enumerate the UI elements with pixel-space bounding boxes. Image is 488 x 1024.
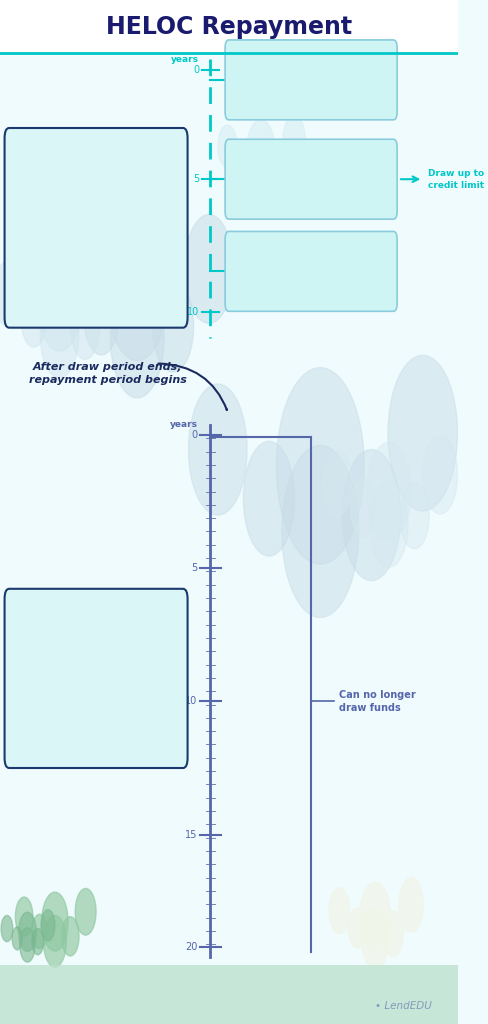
- FancyBboxPatch shape: [4, 589, 187, 768]
- Text: years: years: [169, 421, 197, 429]
- FancyArrowPatch shape: [158, 364, 226, 410]
- Circle shape: [83, 274, 119, 355]
- Text: years: years: [171, 55, 199, 63]
- Circle shape: [20, 928, 35, 963]
- Text: Can no longer
draw funds: Can no longer draw funds: [338, 690, 414, 713]
- Circle shape: [361, 909, 388, 970]
- Circle shape: [218, 125, 237, 168]
- Circle shape: [41, 909, 55, 941]
- Text: 5: 5: [192, 174, 199, 184]
- Circle shape: [369, 481, 407, 567]
- Text: 0: 0: [192, 65, 199, 75]
- Circle shape: [246, 120, 274, 183]
- Circle shape: [248, 145, 273, 201]
- Circle shape: [41, 892, 68, 951]
- Circle shape: [398, 878, 422, 932]
- Circle shape: [359, 882, 390, 951]
- Text: Emergency funds: Emergency funds: [265, 280, 356, 290]
- Text: 0: 0: [191, 430, 197, 440]
- Circle shape: [12, 927, 22, 950]
- Circle shape: [282, 116, 305, 166]
- Circle shape: [93, 247, 128, 325]
- Text: · Can no longer draw funds: · Can no longer draw funds: [18, 736, 149, 746]
- Circle shape: [0, 261, 23, 327]
- Circle shape: [267, 146, 286, 188]
- Circle shape: [276, 368, 364, 564]
- Circle shape: [43, 915, 66, 967]
- Text: 10: 10: [185, 696, 197, 707]
- Text: Education: Education: [285, 88, 336, 98]
- Circle shape: [32, 929, 43, 954]
- Circle shape: [38, 253, 81, 351]
- Text: 5: 5: [191, 563, 197, 573]
- Text: • LendEDU: • LendEDU: [374, 1000, 431, 1011]
- Text: 20: 20: [185, 942, 197, 952]
- Circle shape: [188, 384, 246, 515]
- Circle shape: [328, 888, 349, 934]
- Circle shape: [281, 445, 358, 617]
- Text: · Fixed or variable interest rate: · Fixed or variable interest rate: [18, 663, 168, 673]
- Text: · Principal-plus-interest payments: · Principal-plus-interest payments: [18, 699, 182, 710]
- Text: Draw Period
(5 – 10 years): Draw Period (5 – 10 years): [20, 146, 110, 175]
- Circle shape: [61, 916, 79, 956]
- Circle shape: [399, 483, 428, 549]
- FancyBboxPatch shape: [0, 0, 457, 53]
- FancyBboxPatch shape: [224, 231, 396, 311]
- Text: Repayment Period
(10 – 20 years): Repayment Period (10 – 20 years): [20, 607, 142, 636]
- Text: After draw period ends,
repayment period begins: After draw period ends, repayment period…: [28, 362, 186, 385]
- Circle shape: [366, 442, 410, 541]
- FancyBboxPatch shape: [4, 128, 187, 328]
- Circle shape: [243, 441, 294, 556]
- Text: Withdrawal 2: Withdrawal 2: [266, 163, 355, 175]
- Circle shape: [15, 897, 33, 936]
- Text: Draw up to
credit limit: Draw up to credit limit: [427, 169, 483, 189]
- FancyBboxPatch shape: [224, 139, 396, 219]
- Circle shape: [184, 214, 233, 324]
- Circle shape: [350, 479, 375, 537]
- Circle shape: [19, 912, 36, 951]
- Circle shape: [21, 290, 46, 347]
- Circle shape: [70, 294, 100, 359]
- Text: Home renovation: Home renovation: [265, 187, 355, 198]
- Text: · Variable interest rate is standard: · Variable interest rate is standard: [18, 251, 184, 261]
- Circle shape: [422, 436, 457, 514]
- Text: · Draw up to credit limit: · Draw up to credit limit: [18, 290, 133, 300]
- Circle shape: [32, 914, 47, 948]
- Text: Withdrawal 1: Withdrawal 1: [266, 63, 355, 76]
- Circle shape: [1, 915, 13, 942]
- Circle shape: [323, 451, 351, 516]
- Circle shape: [45, 234, 86, 327]
- FancyBboxPatch shape: [224, 40, 396, 120]
- Circle shape: [342, 450, 400, 581]
- Circle shape: [106, 223, 168, 360]
- Text: · Interest-only payments: · Interest-only payments: [18, 212, 137, 222]
- FancyBboxPatch shape: [0, 965, 457, 1024]
- Circle shape: [110, 278, 164, 398]
- Text: Withdrawal 3: Withdrawal 3: [266, 255, 355, 267]
- Circle shape: [152, 281, 193, 372]
- Text: 15: 15: [185, 829, 197, 840]
- Circle shape: [387, 355, 457, 511]
- Circle shape: [235, 143, 252, 181]
- Circle shape: [40, 292, 79, 378]
- Text: 10: 10: [186, 307, 199, 317]
- Circle shape: [382, 910, 403, 956]
- Circle shape: [75, 889, 96, 935]
- Circle shape: [347, 908, 366, 948]
- Text: HELOC Repayment: HELOC Repayment: [105, 14, 351, 39]
